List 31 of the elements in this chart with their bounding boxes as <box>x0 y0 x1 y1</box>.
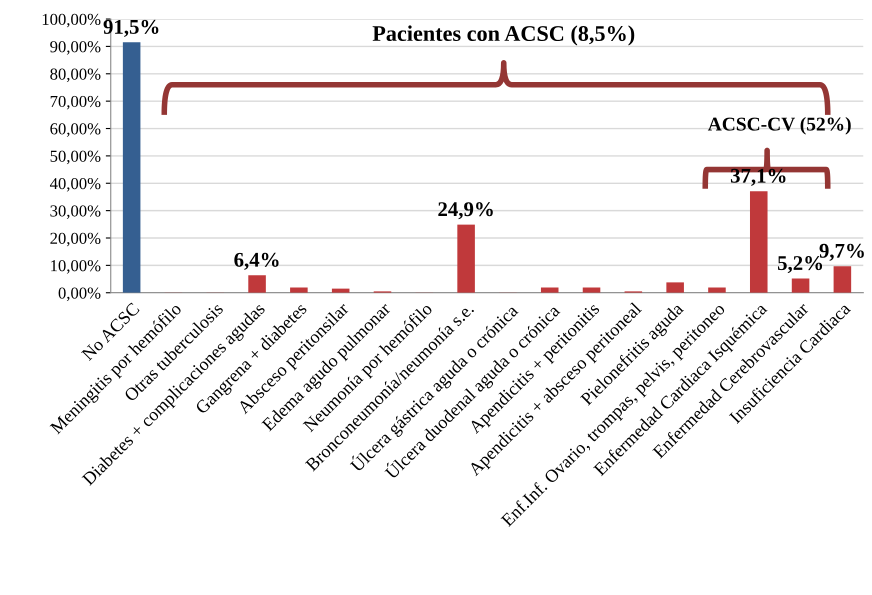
data-label: 24,9% <box>438 202 493 220</box>
bar <box>750 191 768 293</box>
data-label: 37,1% <box>730 168 786 186</box>
bar <box>834 266 852 293</box>
bar <box>457 224 475 293</box>
bar <box>540 288 559 293</box>
data-label: 9,7% <box>820 244 864 261</box>
data-label: 6,4% <box>234 252 279 270</box>
data-label: 5,2% <box>778 256 822 274</box>
y-tick-label: 40,00% <box>50 178 100 192</box>
y-tick-label: 100,00% <box>42 14 100 28</box>
y-tick-label: 70,00% <box>50 96 100 110</box>
bar <box>122 42 140 293</box>
y-tick-label: 60,00% <box>50 123 100 137</box>
y-tick-label: 90,00% <box>50 41 100 55</box>
y-tick-label: 20,00% <box>50 232 100 246</box>
bar <box>332 288 350 293</box>
y-tick-label: 80,00% <box>50 68 100 82</box>
annotation: ACSC-CV (52%) <box>708 116 851 135</box>
bar <box>582 288 600 293</box>
y-tick-label: 50,00% <box>50 150 100 164</box>
bar <box>290 288 308 293</box>
y-tick-label: 30,00% <box>50 205 100 219</box>
annotation: Pacientes con ACSC (8,5%) <box>372 25 634 46</box>
data-label: 91,5% <box>104 20 158 37</box>
bar <box>708 288 726 293</box>
bar <box>666 282 684 293</box>
y-tick-label: 0,00% <box>58 287 100 302</box>
bar <box>792 278 810 293</box>
y-tick-label: 10,00% <box>51 260 100 274</box>
bar <box>248 275 266 293</box>
